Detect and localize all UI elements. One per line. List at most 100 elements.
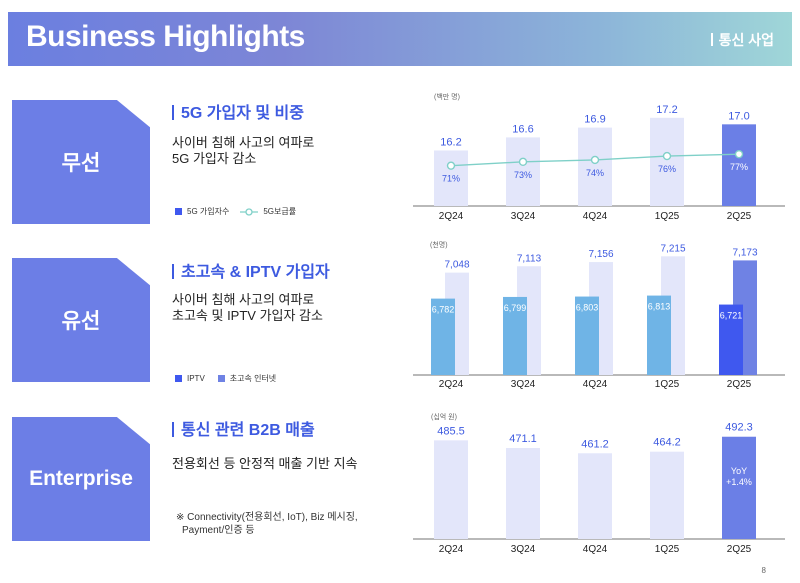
chart1-category-label: 4Q24	[583, 211, 608, 222]
wired-desc-line2: 초고속 및 IPTV 가입자 감소	[172, 308, 323, 323]
chart2-iptv-label: 6,799	[504, 303, 527, 313]
wireless-desc: 사이버 침해 사고의 여파로 5G 가입자 감소	[172, 135, 314, 167]
chart3-bar-label: 492.3	[725, 422, 753, 434]
wireless-desc-line2: 5G 가입자 감소	[172, 151, 257, 166]
enterprise-desc: 전용회선 등 안정적 매출 기반 지속	[172, 456, 358, 471]
chart2-iptv-label: 6,721	[720, 311, 743, 321]
chart1-line-point	[518, 157, 528, 167]
chart1-bar	[722, 124, 756, 206]
chart3-category-label: 2Q24	[439, 544, 464, 555]
wired-title-text: 초고속 & IPTV 가입자	[181, 264, 330, 281]
chart1-line-label: 74%	[586, 168, 604, 178]
chart2-internet-label: 7,173	[732, 247, 757, 258]
chart2-iptv-bar	[431, 298, 455, 375]
chart1-bar-label: 16.9	[584, 114, 605, 126]
chart3-bar	[578, 453, 612, 539]
chart3-category-label: 4Q24	[583, 544, 608, 555]
chart1-bar-label: 17.2	[656, 104, 677, 116]
chart2-iptv-bar	[575, 296, 599, 375]
wired-legend: IPTV 초고속 인터넷	[175, 373, 276, 384]
chart2-iptv-bar	[647, 295, 671, 375]
wireless-legend: 5G 가입자수 5G보급률	[175, 206, 296, 217]
page-number: 8	[761, 566, 766, 575]
chart1-line-point	[446, 161, 456, 170]
chart2-category-label: 4Q24	[583, 379, 608, 390]
chart1-bar	[434, 150, 468, 206]
chart1-line-point	[734, 149, 744, 159]
chart1-category-label: 2Q24	[439, 211, 464, 222]
chart-b2b-revenue: (십억 원) 485.5 2Q24 471.1 3Q24 461.2 4Q24 464.2 1…	[413, 408, 785, 556]
legend-internet-swatch	[217, 375, 225, 382]
chart1-bar-label: 16.6	[512, 123, 533, 135]
chart1-svg: 16.2 2Q24 16.6 3Q24 16.9 4Q24 17.2 1Q25 17.0 2Q25…	[413, 104, 785, 222]
chart2-category-label: 3Q24	[511, 379, 536, 390]
chart-broadband-iptv: (천명) 6,782 7,048 2Q24 6,799 7,113 3Q24 6,803 7,…	[413, 238, 785, 390]
chart1-line-point	[590, 155, 600, 165]
chart1-bar-label: 17.0	[728, 110, 749, 122]
chart3-bar-label: 464.2	[653, 437, 681, 449]
chart2-iptv-label: 6,782	[432, 305, 455, 315]
chart1-unit: (백만 명)	[434, 94, 460, 101]
chart2-category-label: 2Q25	[727, 379, 752, 390]
chart2-unit: (천명)	[430, 242, 448, 249]
chart3-unit: (십억 원)	[431, 414, 457, 421]
chart1-line-label: 71%	[442, 174, 460, 184]
chart2-internet-label: 7,113	[517, 253, 542, 264]
tag-wireless: 무선	[12, 100, 150, 224]
enterprise-title-text: 통신 관련 B2B 매출	[181, 422, 315, 439]
chart3-yoy-value: +1.4%	[726, 477, 752, 487]
wireless-title-text: 5G 가입자 및 비중	[181, 105, 304, 122]
page-title: Business Highlights	[26, 20, 305, 53]
chart3-yoy-label: YoY	[731, 466, 747, 476]
header-banner: Business Highlights 통신 사업	[8, 12, 792, 66]
chart3-category-label: 1Q25	[655, 544, 680, 555]
chart1-bar	[506, 137, 540, 206]
chart1-bar	[578, 127, 612, 206]
chart2-category-label: 1Q25	[655, 379, 680, 390]
legend-iptv-label: IPTV	[187, 374, 205, 383]
chart1-line-point	[662, 151, 672, 161]
tag-wired: 유선	[12, 258, 150, 382]
enterprise-title: 통신 관련 B2B 매출	[172, 416, 315, 440]
legend-iptv-swatch	[175, 375, 182, 382]
chart2-internet-label: 7,215	[660, 243, 685, 254]
chart3-bar-label: 471.1	[509, 433, 537, 445]
chart-5g-subscribers: (백만 명) 16.2 2Q24 16.6 3Q24 16.9 4Q24 17.2 1Q25 1…	[413, 88, 785, 223]
legend-line-swatch	[240, 207, 259, 216]
chart1-category-label: 1Q25	[655, 211, 680, 222]
chart2-iptv-bar	[503, 296, 527, 375]
enterprise-note: ※ Connectivity(전용회선, IoT), Biz 메시징, Paym…	[176, 511, 358, 537]
chart3-bar-label: 485.5	[437, 425, 465, 437]
section-subtitle-text: 통신 사업	[718, 32, 774, 48]
chart1-category-label: 2Q25	[727, 211, 752, 222]
legend-bar-label: 5G 가입자수	[187, 207, 230, 216]
chart3-svg: 485.5 2Q24 471.1 3Q24 461.2 4Q24 464.2 1Q25 492.…	[413, 422, 785, 555]
chart1-line-label: 77%	[730, 162, 748, 172]
chart3-bar-label: 461.2	[581, 438, 609, 450]
chart1-line-label: 73%	[514, 170, 532, 180]
wireless-title: 5G 가입자 및 비중	[172, 99, 304, 123]
chart3-category-label: 2Q25	[727, 544, 752, 555]
chart2-iptv-bar	[719, 304, 743, 375]
wired-desc-line1: 사이버 침해 사고의 여파로	[172, 292, 315, 307]
chart3-bar	[506, 448, 540, 539]
chart2-iptv-label: 6,803	[576, 303, 599, 313]
chart3-bar	[722, 436, 756, 539]
chart2-internet-label: 7,048	[444, 260, 469, 271]
chart2-iptv-label: 6,813	[648, 302, 671, 312]
chart3-bar	[650, 451, 684, 539]
chart2-category-label: 2Q24	[439, 379, 464, 390]
enterprise-note-line1: ※ Connectivity(전용회선, IoT), Biz 메시징,	[176, 512, 358, 523]
legend-bar-swatch	[175, 208, 182, 215]
chart3-bar	[434, 440, 468, 539]
chart1-bar	[650, 117, 684, 206]
chart2-svg: 6,782 7,048 2Q24 6,799 7,113 3Q24 6,803 7,156 4Q…	[413, 243, 785, 390]
chart1-category-label: 3Q24	[511, 211, 536, 222]
enterprise-note-line2: Payment/인증 등	[182, 525, 255, 536]
chart1-line-label: 76%	[658, 164, 676, 174]
chart3-category-label: 3Q24	[511, 544, 536, 555]
wired-desc: 사이버 침해 사고의 여파로 초고속 및 IPTV 가입자 감소	[172, 292, 323, 324]
wired-title: 초고속 & IPTV 가입자	[172, 258, 330, 282]
chart1-bar-label: 16.2	[440, 136, 461, 148]
wireless-desc-line1: 사이버 침해 사고의 여파로	[172, 135, 315, 150]
